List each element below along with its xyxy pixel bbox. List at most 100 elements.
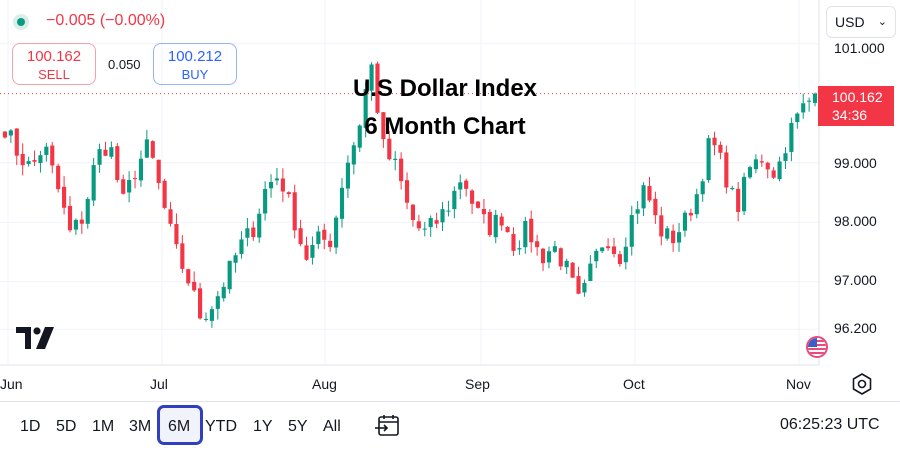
timeframe-5y[interactable]: 5Y: [288, 418, 308, 435]
candle-body: [215, 296, 220, 309]
candle-body: [79, 219, 84, 224]
candle-body: [753, 159, 758, 170]
candle-body: [434, 220, 439, 224]
candle-body: [239, 239, 244, 254]
candle-body: [428, 218, 433, 228]
candle-body: [600, 247, 605, 252]
utc-clock: 06:25:23 UTC: [780, 416, 880, 433]
candle-body: [369, 64, 374, 91]
last-price: 100.162: [832, 89, 883, 105]
chart-title-line2: 6 Month Chart: [364, 113, 526, 140]
candle-body: [676, 232, 682, 243]
timeframe-ytd[interactable]: YTD: [205, 418, 237, 435]
candle-body: [44, 146, 49, 155]
candle-body: [280, 178, 285, 192]
candle-body: [777, 161, 782, 180]
candle-body: [475, 201, 481, 208]
candle-body: [606, 246, 611, 249]
candle-body: [351, 145, 356, 165]
candle-body: [322, 229, 327, 240]
sell-button[interactable]: 100.162 SELL: [12, 43, 96, 85]
candle-body: [91, 165, 96, 201]
y-tick-label: 101.000: [834, 40, 885, 56]
candle-body: [789, 122, 794, 152]
timeframe-1y[interactable]: 1Y: [253, 418, 273, 435]
y-tick-label: 99.000: [834, 155, 877, 171]
candle-body: [316, 231, 321, 244]
candle-body: [62, 186, 67, 208]
sell-label: SELL: [38, 67, 70, 82]
candle-body: [582, 282, 587, 293]
candle-body: [535, 241, 540, 248]
currency-dropdown[interactable]: USD ⌄: [826, 6, 896, 38]
candle-body: [8, 130, 13, 136]
timeframe-3m[interactable]: 3M: [129, 418, 152, 435]
candle-body: [665, 228, 670, 239]
candle-body: [546, 251, 552, 263]
sell-price: 100.162: [26, 48, 82, 65]
chart-title: U.S Dollar Index 6 Month Chart: [320, 70, 570, 146]
candle-body: [97, 149, 102, 165]
candle-body: [168, 209, 173, 224]
candle-body: [552, 246, 557, 252]
candle-body: [32, 160, 37, 162]
candle-body: [38, 155, 43, 164]
timeframe-all[interactable]: All: [323, 418, 341, 435]
candle-body: [742, 176, 747, 212]
candle-body: [783, 153, 788, 161]
candle-body: [387, 138, 392, 160]
candle-body: [127, 180, 132, 193]
candle-body: [635, 209, 640, 214]
candle-body: [198, 288, 203, 319]
candle-body: [511, 234, 516, 251]
candle-body: [298, 228, 303, 245]
candle-body: [381, 112, 386, 140]
candle-body: [659, 215, 664, 237]
candle-body: [458, 182, 463, 190]
candle-body: [121, 179, 126, 194]
y-tick-label: 98.000: [834, 213, 877, 229]
candle-body: [688, 212, 693, 216]
candle-body: [452, 190, 457, 210]
y-tick-label: 97.000: [834, 272, 877, 288]
x-tick-label: Sep: [465, 376, 490, 392]
timeframe-1m[interactable]: 1M: [92, 418, 115, 435]
candle-body: [747, 167, 753, 178]
candle-body: [611, 246, 617, 254]
candle-body: [257, 213, 262, 238]
candle-body: [540, 248, 546, 264]
timeframe-6m[interactable]: 6M: [168, 418, 191, 435]
candle-body: [712, 137, 717, 146]
timeframe-5d[interactable]: 5D: [56, 418, 77, 435]
timeframe-1d[interactable]: 1D: [20, 418, 41, 435]
candle-body: [724, 152, 729, 188]
x-tick-label: Jun: [0, 376, 23, 392]
date-range-icon[interactable]: [374, 414, 400, 438]
candle-body: [56, 165, 61, 190]
gear-icon[interactable]: [850, 372, 874, 396]
price-chart[interactable]: [0, 0, 900, 400]
candle-body: [2, 131, 8, 138]
buy-button[interactable]: 100.212 BUY: [153, 43, 237, 85]
candle-body: [641, 185, 646, 209]
candle-body: [700, 181, 705, 195]
candle-body: [115, 146, 120, 180]
candle-body: [410, 204, 416, 220]
candle-body: [523, 220, 528, 248]
candle-body: [671, 230, 676, 244]
candle-body: [576, 276, 581, 294]
active-timeframe-highlight: [157, 405, 203, 445]
candle-body: [245, 228, 250, 238]
candle-body: [20, 153, 25, 166]
candle-body: [103, 149, 108, 156]
chevron-down-icon: ⌄: [877, 16, 887, 28]
candle-body: [404, 180, 410, 203]
market-status-icon: [13, 14, 29, 30]
candle-body: [807, 100, 812, 102]
candle-body: [647, 186, 652, 201]
candle-body: [629, 215, 634, 247]
candle-body: [180, 243, 185, 269]
candle-body: [446, 210, 451, 212]
tradingview-logo-icon[interactable]: [16, 327, 58, 349]
candle-body: [292, 192, 297, 231]
